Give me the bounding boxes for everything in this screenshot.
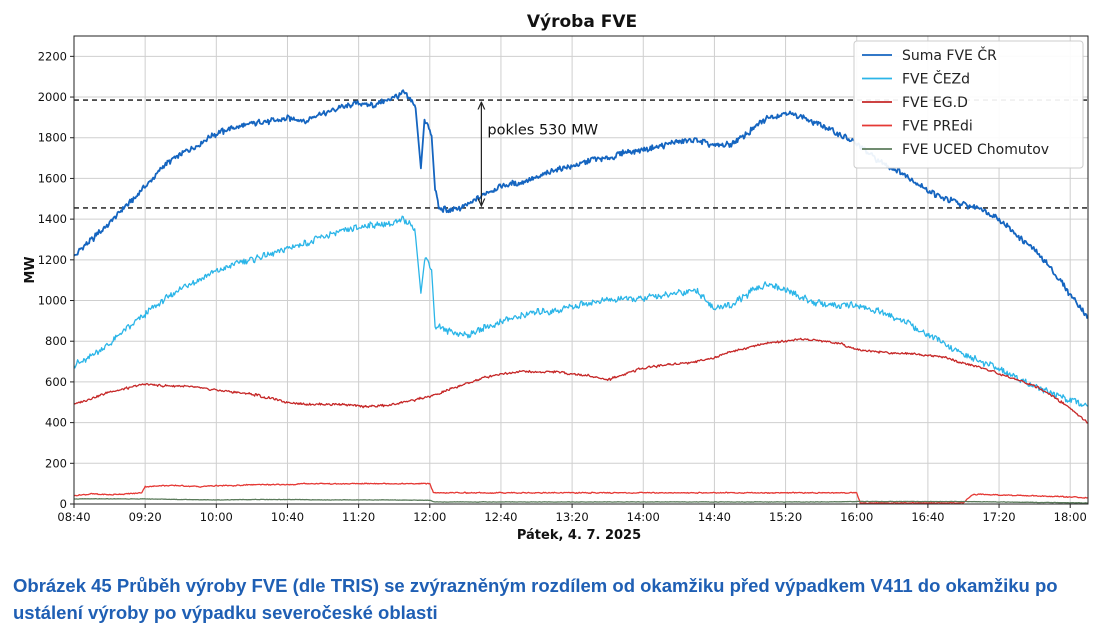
series-line-0 — [73, 89, 1089, 319]
x-tick-label: 13:20 — [556, 510, 589, 524]
x-tick-label: 11:20 — [342, 510, 375, 524]
chart-title: Výroba FVE — [527, 12, 637, 32]
axes: 08:40 09:20 10:00 10:40 11:20 12:00 12:40 13:20… — [38, 49, 1087, 524]
series-line-2 — [73, 337, 1089, 424]
x-tick-label: 15:20 — [769, 510, 802, 524]
legend: Suma FVE ČR FVE ČEZd FVE EG.D FVE PREdi FVE … — [853, 40, 1084, 169]
series-line-1 — [73, 215, 1089, 407]
y-tick-label: 1400 — [38, 212, 67, 226]
legend-label: FVE EG.D — [902, 95, 968, 111]
annotation: pokles 530 MW — [481, 102, 598, 206]
legend-label: FVE ČEZd — [902, 70, 970, 88]
y-tick-label: 400 — [45, 416, 67, 430]
x-tick-label: 10:00 — [200, 510, 233, 524]
y-tick-label: 1600 — [38, 171, 67, 185]
x-tick-label: 17:20 — [982, 510, 1015, 524]
legend-label: FVE PREdi — [902, 119, 973, 135]
x-tick-label: 18:00 — [1054, 510, 1087, 524]
y-tick-label: 1000 — [38, 294, 67, 308]
x-tick-label: 10:40 — [271, 510, 304, 524]
y-tick-label: 1200 — [38, 253, 67, 267]
chart: Výroba FVE pokles 530 MW 08:40 09:20 10:00… — [23, 12, 1089, 543]
x-tick-label: 08:40 — [57, 510, 90, 524]
series-line-3 — [73, 482, 1088, 505]
y-tick-label: 2200 — [38, 49, 67, 63]
legend-label: Suma FVE ČR — [902, 46, 997, 64]
figure-caption: Obrázek 45 Průběh výroby FVE (dle TRIS) … — [13, 575, 1058, 623]
series-lines — [73, 89, 1089, 505]
x-tick-label: 12:40 — [484, 510, 517, 524]
x-tick-label: 14:40 — [698, 510, 731, 524]
legend-box — [853, 40, 1084, 169]
y-tick-label: 800 — [45, 334, 67, 348]
x-tick-label: 16:00 — [840, 510, 873, 524]
y-tick-label: 200 — [45, 456, 67, 470]
x-tick-label: 12:00 — [413, 510, 446, 524]
x-tick-label: 14:00 — [627, 510, 660, 524]
x-tick-label: 09:20 — [129, 510, 162, 524]
legend-label: FVE UCED Chomutov — [902, 142, 1049, 158]
y-tick-label: 0 — [60, 497, 67, 511]
series-line-4 — [73, 498, 1088, 504]
y-axis-label: MW — [23, 256, 38, 283]
y-tick-label: 600 — [45, 375, 67, 389]
y-tick-label: 1800 — [38, 131, 67, 145]
x-tick-label: 16:40 — [911, 510, 944, 524]
annotation-text: pokles 530 MW — [487, 123, 598, 139]
x-axis-label: Pátek, 4. 7. 2025 — [517, 528, 641, 543]
reference-lines — [74, 99, 1088, 209]
plot-frame — [73, 35, 1089, 505]
y-tick-label: 2000 — [38, 90, 67, 104]
